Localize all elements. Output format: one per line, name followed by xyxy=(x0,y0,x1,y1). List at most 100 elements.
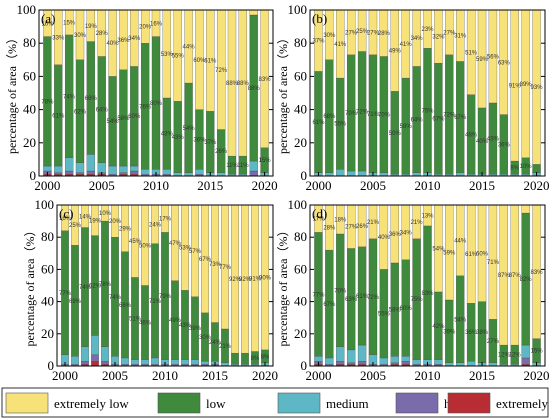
legend-label: low xyxy=(206,396,226,411)
data-label: 12% xyxy=(509,353,522,359)
data-label: 10% xyxy=(99,211,112,217)
data-label: 40% xyxy=(378,235,391,241)
y-tick-label: 20 xyxy=(294,135,307,150)
data-label: 43% xyxy=(172,135,185,141)
data-label: 70% xyxy=(334,288,347,294)
bar-medium-2003 xyxy=(346,349,356,363)
data-label: 36% xyxy=(498,142,511,148)
data-label: 56% xyxy=(487,54,500,60)
x-tick-label: 2020 xyxy=(524,368,550,383)
data-label: 21% xyxy=(411,220,424,226)
data-label: 46% xyxy=(139,321,152,327)
data-label: 34% xyxy=(400,230,413,236)
bar-medium-2008 xyxy=(401,356,410,362)
data-label: 67% xyxy=(454,115,467,121)
y-tick-label: 80 xyxy=(41,229,54,244)
x-tick-label: 2015 xyxy=(202,368,228,383)
data-label: 87% xyxy=(498,273,511,279)
data-label: 61% xyxy=(204,59,217,65)
data-label: 51% xyxy=(465,50,478,56)
data-label: 78% xyxy=(99,282,112,288)
data-label: 55% xyxy=(334,122,347,128)
legend-swatch xyxy=(447,392,491,414)
y-tick-label: 60 xyxy=(23,68,36,83)
data-label: 26% xyxy=(215,149,228,155)
bar-medium-2006 xyxy=(379,357,389,365)
data-label: 50% xyxy=(139,243,152,249)
x-tick-label: 2005 xyxy=(102,368,128,383)
data-label: 75% xyxy=(421,108,434,114)
x-tick-label: 2005 xyxy=(360,178,386,193)
data-label: 64% xyxy=(96,108,109,114)
data-label: 55% xyxy=(378,312,391,318)
x-tick-label: 2015 xyxy=(197,178,223,193)
bar-high-2008 xyxy=(130,170,139,175)
data-label: 28% xyxy=(323,226,336,232)
bar-medium-2006 xyxy=(108,165,117,175)
data-label: 8% xyxy=(261,354,270,360)
data-label: 20% xyxy=(139,25,152,31)
data-label: 36% xyxy=(117,38,130,44)
data-label: 49% xyxy=(389,49,402,55)
bar-high-2001 xyxy=(54,172,63,175)
legend-label: medium xyxy=(326,396,369,411)
bar-low-2017 xyxy=(231,352,239,365)
data-label: 31% xyxy=(454,34,467,40)
data-label: 93% xyxy=(531,85,544,91)
y-tick-label: 40 xyxy=(23,102,36,117)
data-label: 48% xyxy=(465,133,478,139)
bar-medium-2005 xyxy=(97,162,106,173)
data-label: 77% xyxy=(219,265,232,271)
data-label: 23% xyxy=(421,27,434,33)
y-tick-label: 60 xyxy=(41,261,54,276)
bar-medium-2014 xyxy=(201,361,209,365)
y-axis-label: percentage of area（%） xyxy=(276,225,290,347)
data-label: 91% xyxy=(249,276,262,282)
data-label: 24% xyxy=(149,222,162,228)
panel-label: (b) xyxy=(312,11,327,26)
data-label: 60% xyxy=(400,306,413,312)
bar-high-2008 xyxy=(401,361,410,365)
legend-item-medium: medium xyxy=(277,392,369,414)
data-label: 47% xyxy=(169,241,182,247)
bar-medium-2002 xyxy=(81,346,89,362)
bar-medium-2003 xyxy=(75,162,85,173)
bar-extremely-low-2019 xyxy=(249,9,258,16)
data-label: 61% xyxy=(465,252,478,258)
data-label: 80% xyxy=(150,101,163,107)
data-label: 89% xyxy=(520,82,533,88)
y-tick-label: 0 xyxy=(30,168,37,183)
data-label: 39% xyxy=(443,329,456,335)
data-label: 40% xyxy=(107,41,120,47)
panel-label: (a) xyxy=(41,11,55,26)
x-tick-label: 2010 xyxy=(143,178,169,193)
data-label: 36% xyxy=(465,330,478,336)
bar-medium-2019 xyxy=(521,344,530,359)
bar-medium-2004 xyxy=(86,154,96,172)
bar-medium-2011 xyxy=(162,169,172,175)
x-tick-label: 2000 xyxy=(305,368,331,383)
data-label: 64% xyxy=(411,118,424,124)
bar-extremely-low-2019 xyxy=(521,204,530,214)
y-tick-label: 40 xyxy=(41,294,54,309)
data-label: 88% xyxy=(237,81,250,87)
data-label: 19% xyxy=(85,24,98,30)
data-label: 74% xyxy=(63,94,76,100)
bar-high-2004 xyxy=(86,170,96,175)
data-label: 72% xyxy=(443,113,456,119)
x-tick-label: 2020 xyxy=(252,368,278,383)
y-tick-label: 100 xyxy=(288,197,308,212)
data-label: 32% xyxy=(432,35,445,41)
bar-medium-2001 xyxy=(325,357,334,365)
data-label: 27% xyxy=(345,30,358,36)
y-tick-label: 20 xyxy=(23,135,36,150)
data-label: 53% xyxy=(179,246,192,252)
data-label: 43% xyxy=(161,132,174,138)
data-label: 44% xyxy=(454,238,467,244)
data-label: 30% xyxy=(199,335,212,341)
data-label: 70% xyxy=(345,111,358,117)
x-tick-label: 2015 xyxy=(469,178,495,193)
data-label: 43% xyxy=(179,323,192,329)
data-label: 68% xyxy=(85,96,98,102)
bar-medium-2000 xyxy=(43,165,52,172)
